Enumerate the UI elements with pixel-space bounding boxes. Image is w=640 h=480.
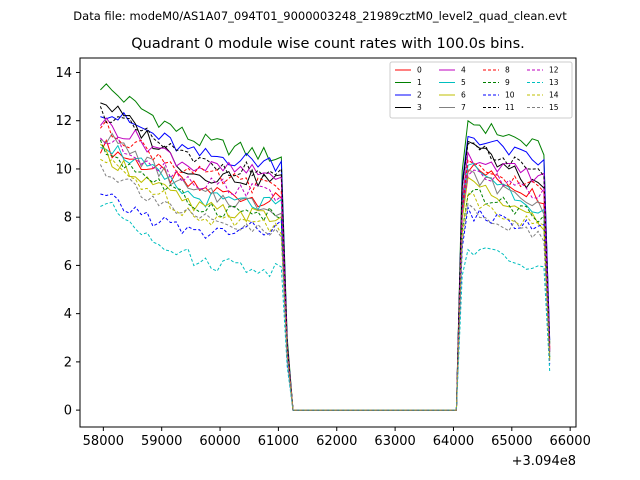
- y-tick-label: 4: [64, 307, 72, 322]
- series-line-1: [100, 83, 551, 411]
- legend-label-2: 2: [417, 91, 422, 100]
- series-line-5: [100, 144, 551, 411]
- y-tick-label: 6: [64, 259, 72, 274]
- plot-frame: [79, 57, 577, 428]
- x-tick-label: 59000: [141, 434, 182, 449]
- legend-label-5: 5: [461, 78, 466, 87]
- legend-label-14: 14: [549, 91, 559, 100]
- x-tick-label: 62000: [316, 434, 357, 449]
- series-line-11: [99, 106, 551, 411]
- x-tick-label: 66000: [549, 434, 590, 449]
- x-tick-label: 64000: [433, 434, 474, 449]
- series-line-6: [100, 143, 551, 411]
- chart-title: Quadrant 0 module wise count rates with …: [131, 36, 525, 52]
- x-tick-label: 65000: [491, 434, 532, 449]
- legend-label-12: 12: [549, 66, 559, 75]
- series-line-13: [100, 201, 551, 411]
- y-axis: 0 2 4 6 8 10 12 14: [55, 66, 80, 419]
- series-line-14: [100, 158, 551, 411]
- y-tick-label: 8: [64, 211, 72, 226]
- legend-label-3: 3: [417, 103, 422, 112]
- series-line-9: [99, 139, 551, 411]
- plot-area: [99, 83, 551, 411]
- legend-label-13: 13: [549, 78, 559, 87]
- y-tick-label: 2: [64, 355, 72, 370]
- x-axis: 58000 59000 60000 61000 62000 63000 64000 65000…: [83, 427, 591, 449]
- series-line-15: [99, 164, 551, 411]
- legend-label-8: 8: [505, 66, 510, 75]
- x-tick-label: 60000: [199, 434, 240, 449]
- legend-label-4: 4: [461, 66, 466, 75]
- series-line-0: [99, 139, 551, 411]
- legend-label-0: 0: [417, 66, 422, 75]
- legend-label-7: 7: [461, 103, 466, 112]
- data-file-label: Data file: modeM0/AS1A07_094T01_90000032…: [73, 9, 567, 23]
- legend-label-10: 10: [505, 91, 515, 100]
- legend-box: [389, 61, 573, 119]
- x-tick-label: 61000: [258, 434, 299, 449]
- series-line-2: [100, 111, 551, 411]
- x-tick-label: 63000: [374, 434, 415, 449]
- legend-label-15: 15: [549, 103, 559, 112]
- legend-label-6: 6: [461, 91, 466, 100]
- x-tick-label: 58000: [83, 434, 124, 449]
- y-tick-label: 0: [64, 404, 72, 419]
- x-offset-label: +3.094e8: [512, 454, 576, 469]
- series-line-3: [100, 102, 551, 411]
- y-tick-label: 14: [55, 66, 72, 81]
- series-line-4: [100, 117, 551, 411]
- legend-label-1: 1: [417, 78, 422, 87]
- y-tick-label: 10: [55, 162, 72, 177]
- series-line-8: [100, 119, 551, 411]
- legend-label-11: 11: [505, 103, 515, 112]
- series-line-10: [100, 193, 551, 411]
- y-tick-label: 12: [55, 114, 72, 129]
- legend-label-9: 9: [505, 78, 510, 87]
